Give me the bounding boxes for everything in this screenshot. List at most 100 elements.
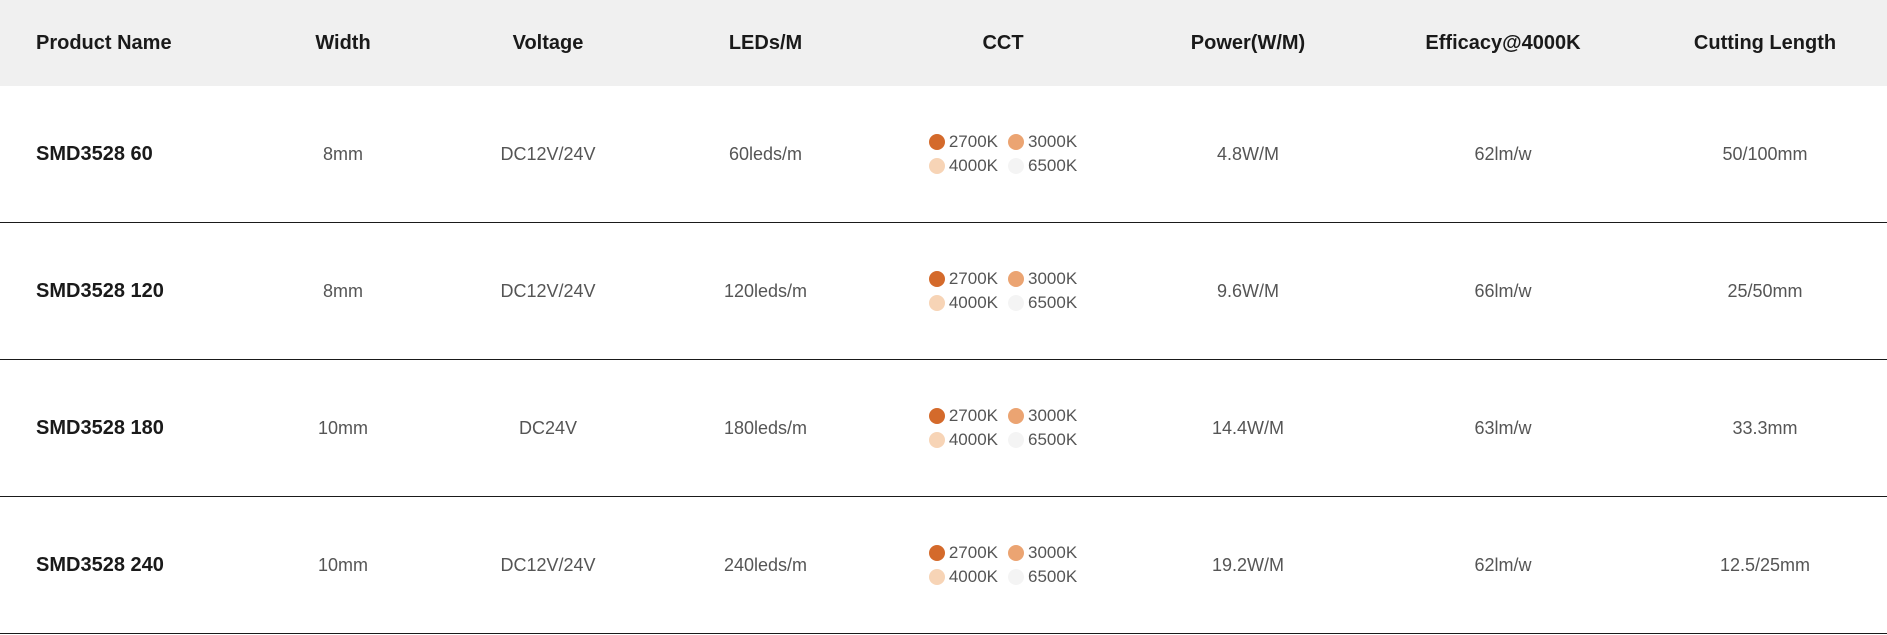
cell-name: SMD3528 240: [0, 554, 248, 577]
cct-option: 3000K: [1008, 543, 1077, 563]
cct-option: 4000K: [929, 156, 998, 176]
cct-option: 4000K: [929, 293, 998, 313]
cell-cct: 2700K 3000K 4000K 6500K: [873, 132, 1133, 176]
col-header-efficacy: Efficacy@4000K: [1363, 32, 1643, 55]
cct-option: 4000K: [929, 430, 998, 450]
cell-leds: 120leds/m: [658, 281, 873, 302]
product-table: Product Name Width Voltage LEDs/M CCT Po…: [0, 0, 1887, 634]
cct-option: 2700K: [929, 543, 998, 563]
cct-swatch-icon: [1008, 271, 1024, 287]
table-row: SMD3528 180 10mm DC24V 180leds/m 2700K 3…: [0, 360, 1887, 497]
cct-label: 4000K: [949, 156, 998, 176]
cell-efficacy: 62lm/w: [1363, 144, 1643, 165]
cct-swatch-icon: [1008, 569, 1024, 585]
col-header-cutting: Cutting Length: [1643, 32, 1887, 55]
cct-label: 2700K: [949, 543, 998, 563]
table-header: Product Name Width Voltage LEDs/M CCT Po…: [0, 0, 1887, 86]
cct-option: 2700K: [929, 132, 998, 152]
cct-label: 2700K: [949, 406, 998, 426]
cct-swatch-icon: [1008, 158, 1024, 174]
col-header-cct: CCT: [873, 32, 1133, 55]
col-header-width: Width: [248, 32, 438, 55]
cct-swatch-icon: [929, 545, 945, 561]
cell-power: 19.2W/M: [1133, 555, 1363, 576]
cct-grid: 2700K 3000K 4000K 6500K: [929, 269, 1077, 313]
cell-voltage: DC12V/24V: [438, 555, 658, 576]
cct-label: 6500K: [1028, 293, 1077, 313]
cell-width: 10mm: [248, 555, 438, 576]
cct-swatch-icon: [929, 295, 945, 311]
cct-label: 3000K: [1028, 406, 1077, 426]
product-name: SMD3528 120: [36, 280, 164, 302]
cct-option: 6500K: [1008, 156, 1077, 176]
cell-voltage: DC24V: [438, 418, 658, 439]
table-row: SMD3528 60 8mm DC12V/24V 60leds/m 2700K …: [0, 86, 1887, 223]
cell-leds: 60leds/m: [658, 144, 873, 165]
table-row: SMD3528 120 8mm DC12V/24V 120leds/m 2700…: [0, 223, 1887, 360]
cct-swatch-icon: [1008, 295, 1024, 311]
product-name: SMD3528 180: [36, 417, 164, 439]
cct-option: 4000K: [929, 567, 998, 587]
cct-grid: 2700K 3000K 4000K 6500K: [929, 543, 1077, 587]
col-header-voltage: Voltage: [438, 32, 658, 55]
cell-name: SMD3528 60: [0, 143, 248, 166]
cell-cutting: 25/50mm: [1643, 281, 1887, 302]
table-row: SMD3528 240 10mm DC12V/24V 240leds/m 270…: [0, 497, 1887, 634]
cell-power: 9.6W/M: [1133, 281, 1363, 302]
cell-leds: 180leds/m: [658, 418, 873, 439]
cell-voltage: DC12V/24V: [438, 144, 658, 165]
cell-name: SMD3528 120: [0, 280, 248, 303]
cell-name: SMD3528 180: [0, 417, 248, 440]
cct-label: 6500K: [1028, 156, 1077, 176]
cct-label: 3000K: [1028, 543, 1077, 563]
cct-option: 3000K: [1008, 132, 1077, 152]
cct-label: 3000K: [1028, 269, 1077, 289]
cct-swatch-icon: [929, 271, 945, 287]
cell-width: 10mm: [248, 418, 438, 439]
cell-cct: 2700K 3000K 4000K 6500K: [873, 543, 1133, 587]
col-header-power: Power(W/M): [1133, 32, 1363, 55]
cct-option: 3000K: [1008, 406, 1077, 426]
cell-cutting: 33.3mm: [1643, 418, 1887, 439]
cct-grid: 2700K 3000K 4000K 6500K: [929, 406, 1077, 450]
cct-swatch-icon: [1008, 545, 1024, 561]
cct-label: 4000K: [949, 430, 998, 450]
col-header-name: Product Name: [0, 32, 248, 55]
cct-label: 6500K: [1028, 430, 1077, 450]
cct-option: 6500K: [1008, 293, 1077, 313]
table-body: SMD3528 60 8mm DC12V/24V 60leds/m 2700K …: [0, 86, 1887, 634]
cct-option: 2700K: [929, 269, 998, 289]
cct-swatch-icon: [1008, 408, 1024, 424]
cct-label: 2700K: [949, 269, 998, 289]
cct-swatch-icon: [929, 134, 945, 150]
cct-swatch-icon: [929, 432, 945, 448]
cct-label: 3000K: [1028, 132, 1077, 152]
cct-grid: 2700K 3000K 4000K 6500K: [929, 132, 1077, 176]
cct-option: 3000K: [1008, 269, 1077, 289]
cct-swatch-icon: [1008, 432, 1024, 448]
cell-cct: 2700K 3000K 4000K 6500K: [873, 406, 1133, 450]
cct-option: 2700K: [929, 406, 998, 426]
cell-cct: 2700K 3000K 4000K 6500K: [873, 269, 1133, 313]
col-header-leds: LEDs/M: [658, 32, 873, 55]
cct-label: 2700K: [949, 132, 998, 152]
product-name: SMD3528 60: [36, 143, 153, 165]
cell-efficacy: 63lm/w: [1363, 418, 1643, 439]
cell-cutting: 12.5/25mm: [1643, 555, 1887, 576]
cell-power: 4.8W/M: [1133, 144, 1363, 165]
cell-cutting: 50/100mm: [1643, 144, 1887, 165]
cell-power: 14.4W/M: [1133, 418, 1363, 439]
cell-width: 8mm: [248, 281, 438, 302]
product-name: SMD3528 240: [36, 554, 164, 576]
cct-swatch-icon: [929, 158, 945, 174]
cct-label: 4000K: [949, 567, 998, 587]
cell-efficacy: 66lm/w: [1363, 281, 1643, 302]
cct-swatch-icon: [1008, 134, 1024, 150]
cell-efficacy: 62lm/w: [1363, 555, 1643, 576]
cct-option: 6500K: [1008, 567, 1077, 587]
cell-width: 8mm: [248, 144, 438, 165]
cct-label: 4000K: [949, 293, 998, 313]
cct-swatch-icon: [929, 408, 945, 424]
cct-option: 6500K: [1008, 430, 1077, 450]
cct-swatch-icon: [929, 569, 945, 585]
